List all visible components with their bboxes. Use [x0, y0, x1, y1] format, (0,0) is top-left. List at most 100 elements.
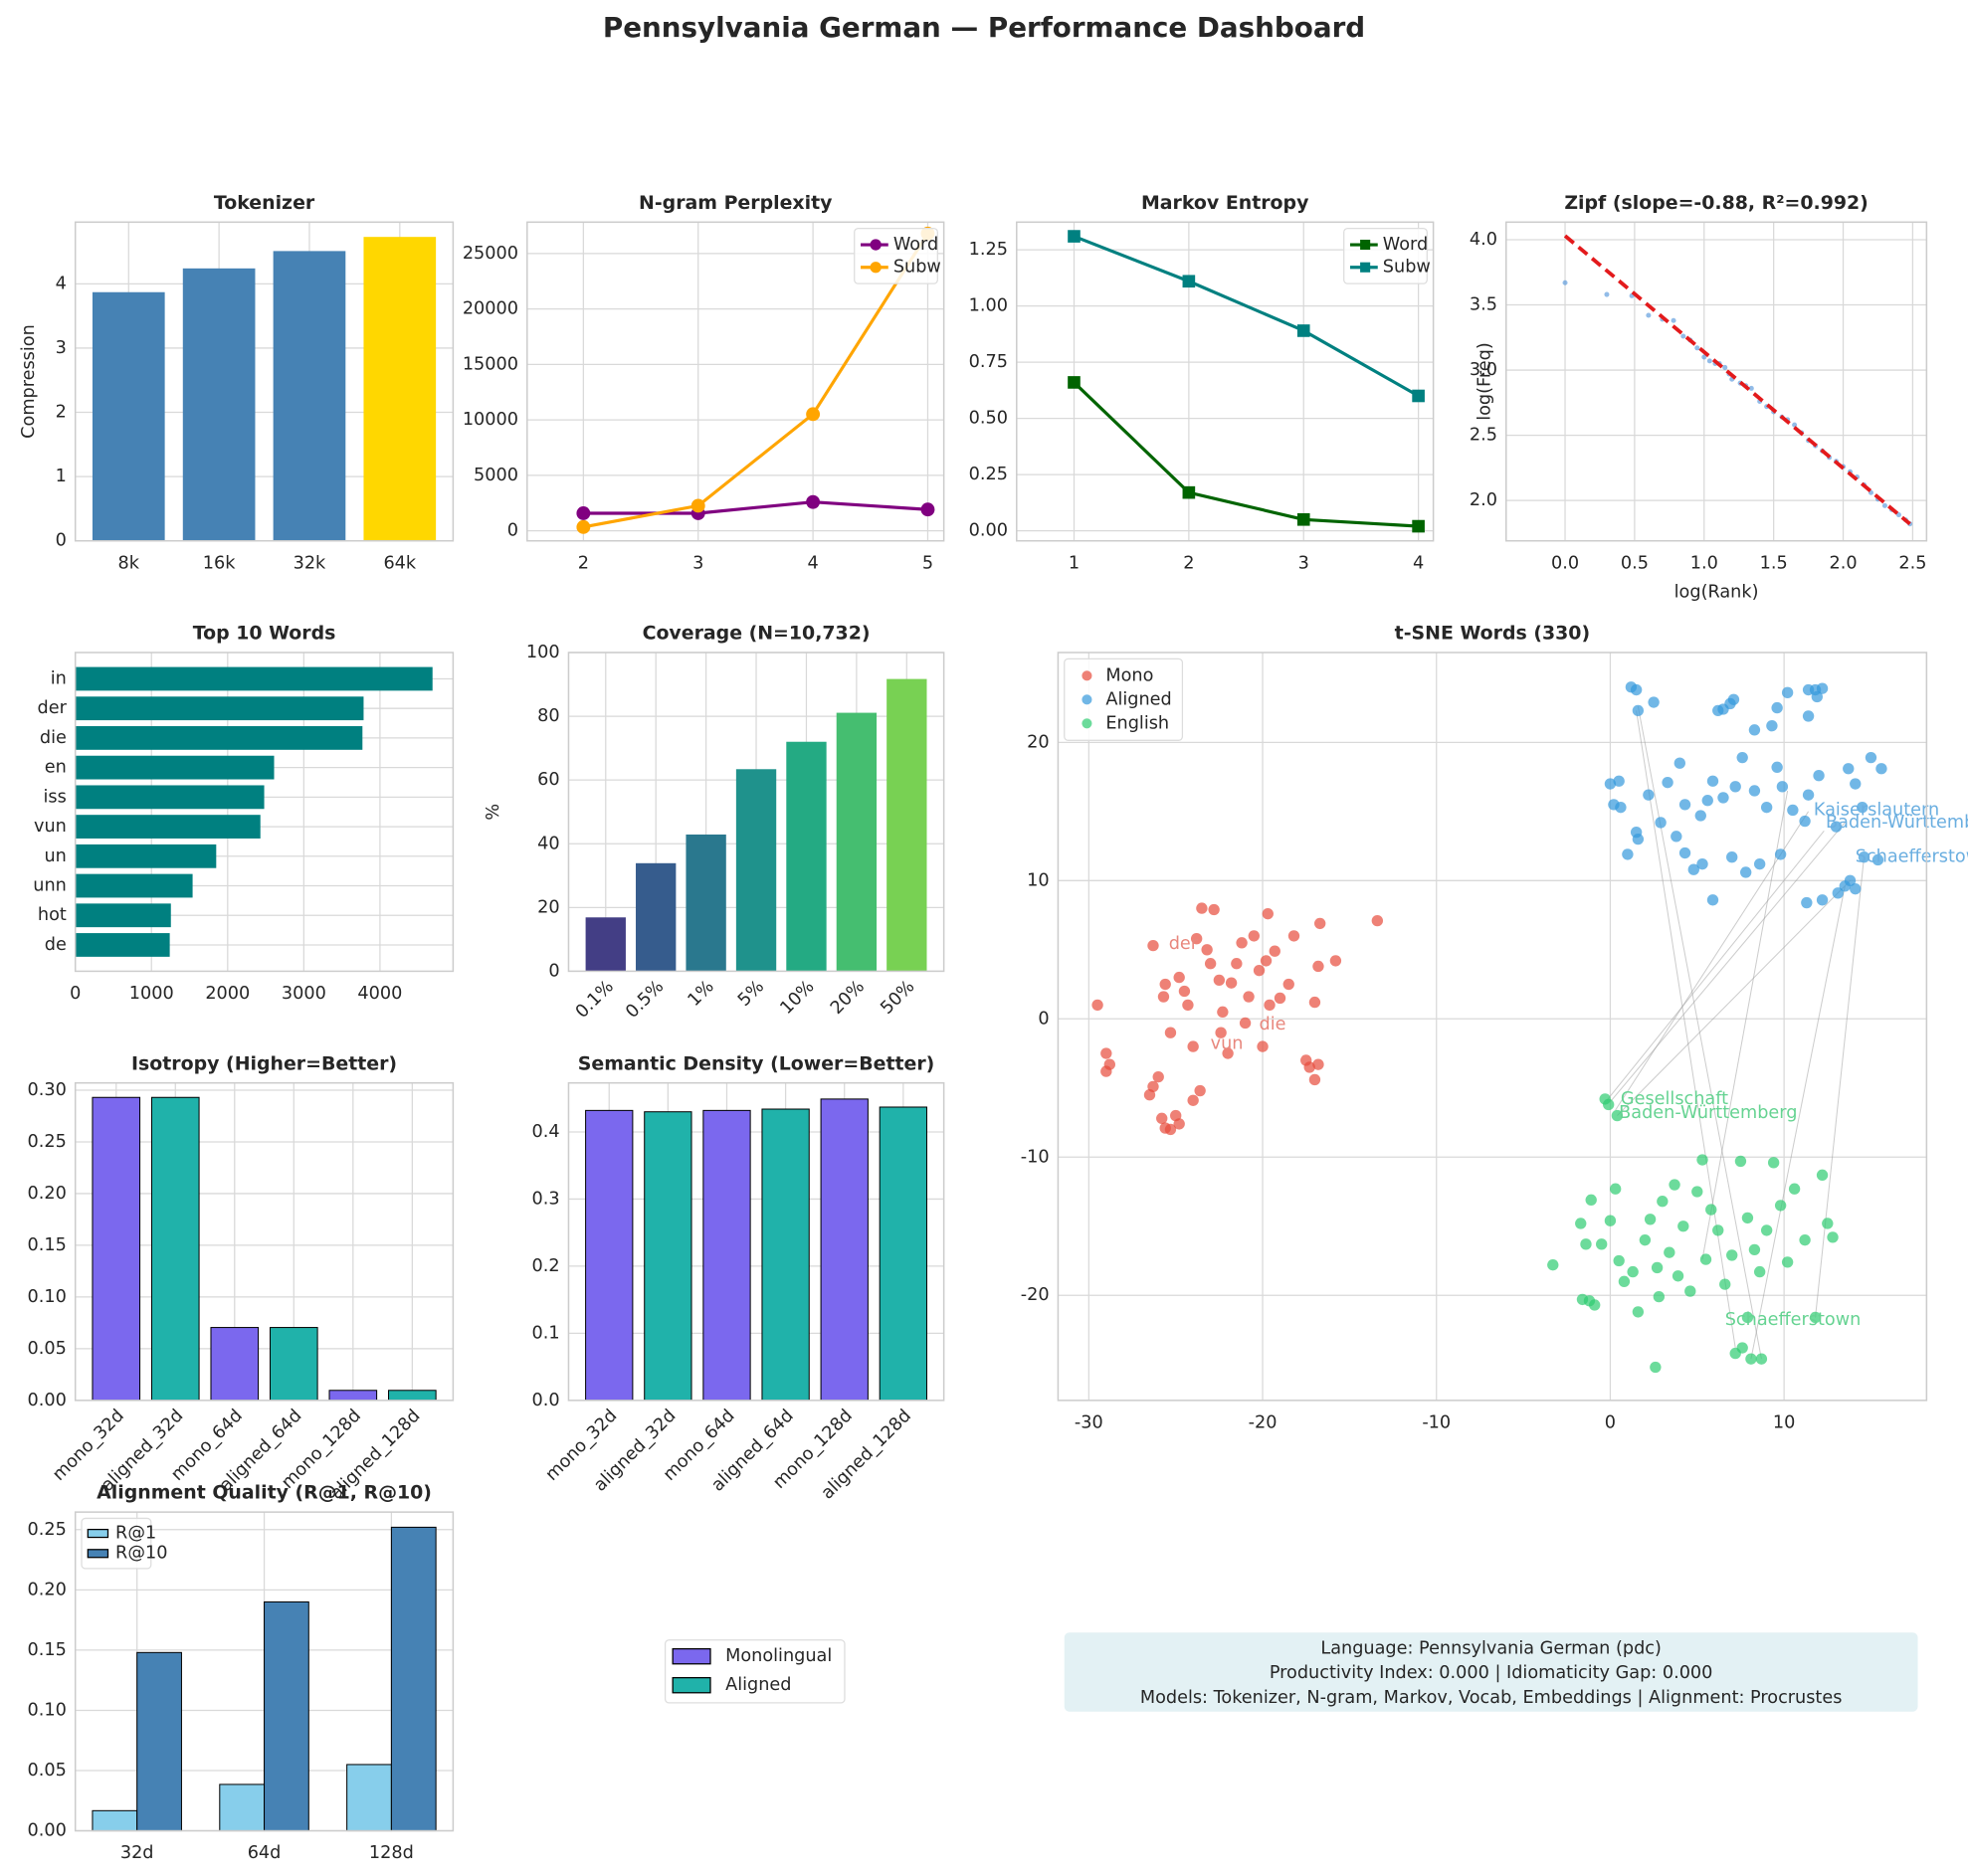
bar [75, 903, 171, 928]
x-tick-label: 128d [369, 1843, 414, 1863]
bar [210, 1327, 260, 1402]
point [1613, 775, 1625, 787]
point [1748, 385, 1754, 391]
x-tick-label: 1.0 [1690, 553, 1718, 573]
info-line: Productivity Index: 0.000 | Idiomaticity… [1270, 1663, 1713, 1683]
y-tick-label: un [44, 846, 66, 866]
point [1164, 1027, 1177, 1038]
bar [150, 1096, 200, 1402]
x-axis-label: log(Rank) [1674, 582, 1759, 602]
legend-swatch [672, 1677, 711, 1694]
point [1308, 1073, 1321, 1086]
point [1727, 693, 1740, 705]
y-tick-label: 0 [548, 961, 559, 981]
point [1776, 781, 1789, 793]
annotation: vun [1211, 1033, 1244, 1053]
y-tick-label: 0.05 [28, 1339, 67, 1359]
point [1729, 781, 1741, 793]
point [1371, 914, 1384, 927]
point [1802, 710, 1815, 722]
x-tick-label: 4 [807, 553, 818, 573]
point [1225, 977, 1238, 989]
y-tick-label: 80 [537, 706, 559, 726]
x-tick-label: 5 [922, 553, 933, 573]
point [1701, 354, 1707, 360]
point [1696, 857, 1708, 870]
point [1745, 1353, 1757, 1365]
point [1816, 894, 1829, 906]
x-tick-label: 4000 [357, 984, 402, 1004]
point [1213, 974, 1226, 987]
point [1312, 1058, 1324, 1070]
bar [269, 1327, 318, 1402]
point [1201, 944, 1213, 956]
x-tick-label: 1000 [129, 984, 174, 1004]
point [1748, 785, 1761, 797]
x-tick-label: 50% [878, 977, 919, 1019]
y-tick-label: iss [44, 787, 67, 807]
bar [182, 268, 256, 541]
y-tick-label: 0.00 [969, 521, 1008, 541]
bar [735, 769, 777, 972]
y-tick-label: 100 [526, 643, 560, 662]
annotation: Schaefferstown [1725, 1310, 1862, 1330]
point [1684, 1285, 1696, 1297]
alignment-link [1701, 790, 1789, 1260]
point [1865, 751, 1877, 764]
point [1187, 1040, 1199, 1052]
point [1194, 1084, 1206, 1097]
point [1722, 364, 1728, 370]
chart-title: Semantic Density (Lower=Better) [578, 1052, 935, 1074]
legend-marker [1082, 694, 1092, 705]
point [1801, 896, 1813, 909]
point [1694, 345, 1700, 351]
y-tick-label: 0.00 [28, 1391, 67, 1410]
point [1609, 1183, 1622, 1195]
marker [1182, 275, 1196, 288]
point [1262, 907, 1274, 920]
x-tick-label: 10 [1773, 1413, 1795, 1433]
y-tick-label: in [51, 668, 67, 688]
point [1257, 1040, 1269, 1052]
legend-label: English [1105, 713, 1169, 733]
point [1816, 1169, 1829, 1182]
legend-label: Monolingual [725, 1646, 832, 1666]
point [1644, 1214, 1657, 1225]
plot-area [1505, 222, 1927, 541]
point [1741, 1311, 1754, 1324]
y-tick-label: 0.10 [28, 1700, 67, 1720]
y-axis-label: Compression [19, 324, 39, 439]
axes-frame [567, 652, 945, 973]
point [1152, 1070, 1164, 1083]
axes-frame [74, 221, 455, 542]
y-tick-label: 10 [1027, 870, 1049, 890]
bar [702, 1109, 751, 1402]
point [1799, 1233, 1811, 1246]
line-series [1073, 235, 1420, 398]
marker [576, 519, 591, 534]
bar [636, 862, 677, 972]
bar [644, 1111, 692, 1402]
point [1857, 801, 1869, 814]
x-tick-label: 1% [685, 977, 718, 1011]
point [1648, 696, 1660, 708]
bar [219, 1783, 266, 1832]
x-tick-label: 2 [1183, 553, 1194, 573]
marker [920, 502, 935, 517]
annotation: Baden-Württemberg [1619, 1103, 1797, 1123]
x-tick-label: 4 [1413, 553, 1424, 573]
point [1706, 894, 1719, 906]
bar [75, 844, 217, 868]
point [1822, 1218, 1834, 1229]
y-tick-label: 0.15 [28, 1640, 67, 1660]
y-tick-label: 1.00 [969, 296, 1008, 316]
point [1673, 757, 1685, 769]
y-tick-label: 10000 [463, 410, 518, 430]
x-tick-label: 2 [578, 553, 589, 573]
y-tick-label: 0.20 [28, 1184, 67, 1204]
point [1672, 1270, 1684, 1282]
point [1287, 930, 1300, 942]
point [1736, 1342, 1748, 1354]
chart-title: Markov Entropy [1141, 192, 1308, 214]
bar [328, 1390, 378, 1402]
